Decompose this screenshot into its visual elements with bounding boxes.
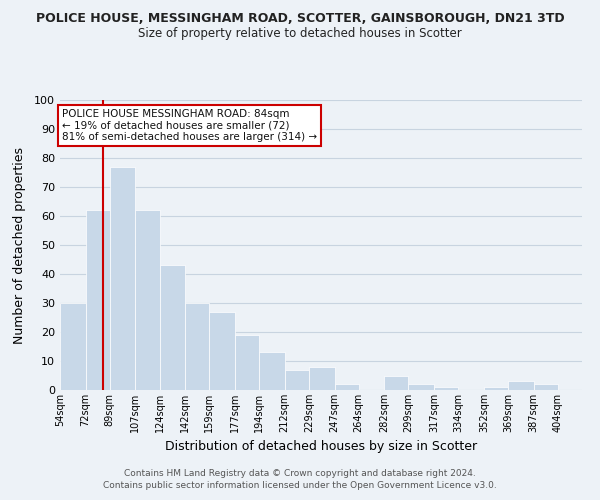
Text: POLICE HOUSE, MESSINGHAM ROAD, SCOTTER, GAINSBOROUGH, DN21 3TD: POLICE HOUSE, MESSINGHAM ROAD, SCOTTER, …: [35, 12, 565, 26]
Bar: [136, 210, 160, 390]
X-axis label: Distribution of detached houses by size in Scotter: Distribution of detached houses by size …: [165, 440, 477, 454]
Bar: [160, 266, 185, 390]
Bar: [309, 367, 335, 390]
Bar: [533, 384, 558, 390]
Text: Size of property relative to detached houses in Scotter: Size of property relative to detached ho…: [138, 28, 462, 40]
Bar: [285, 370, 309, 390]
Bar: [86, 210, 110, 390]
Text: Contains HM Land Registry data © Crown copyright and database right 2024.: Contains HM Land Registry data © Crown c…: [124, 468, 476, 477]
Text: POLICE HOUSE MESSINGHAM ROAD: 84sqm
← 19% of detached houses are smaller (72)
81: POLICE HOUSE MESSINGHAM ROAD: 84sqm ← 19…: [62, 108, 317, 142]
Bar: [434, 387, 458, 390]
Bar: [235, 335, 259, 390]
Bar: [484, 387, 508, 390]
Bar: [335, 384, 359, 390]
Y-axis label: Number of detached properties: Number of detached properties: [13, 146, 26, 344]
Bar: [185, 303, 209, 390]
Bar: [110, 166, 136, 390]
Bar: [60, 303, 86, 390]
Text: Contains public sector information licensed under the Open Government Licence v3: Contains public sector information licen…: [103, 481, 497, 490]
Bar: [384, 376, 409, 390]
Bar: [259, 352, 285, 390]
Bar: [409, 384, 434, 390]
Bar: [209, 312, 235, 390]
Bar: [508, 382, 533, 390]
